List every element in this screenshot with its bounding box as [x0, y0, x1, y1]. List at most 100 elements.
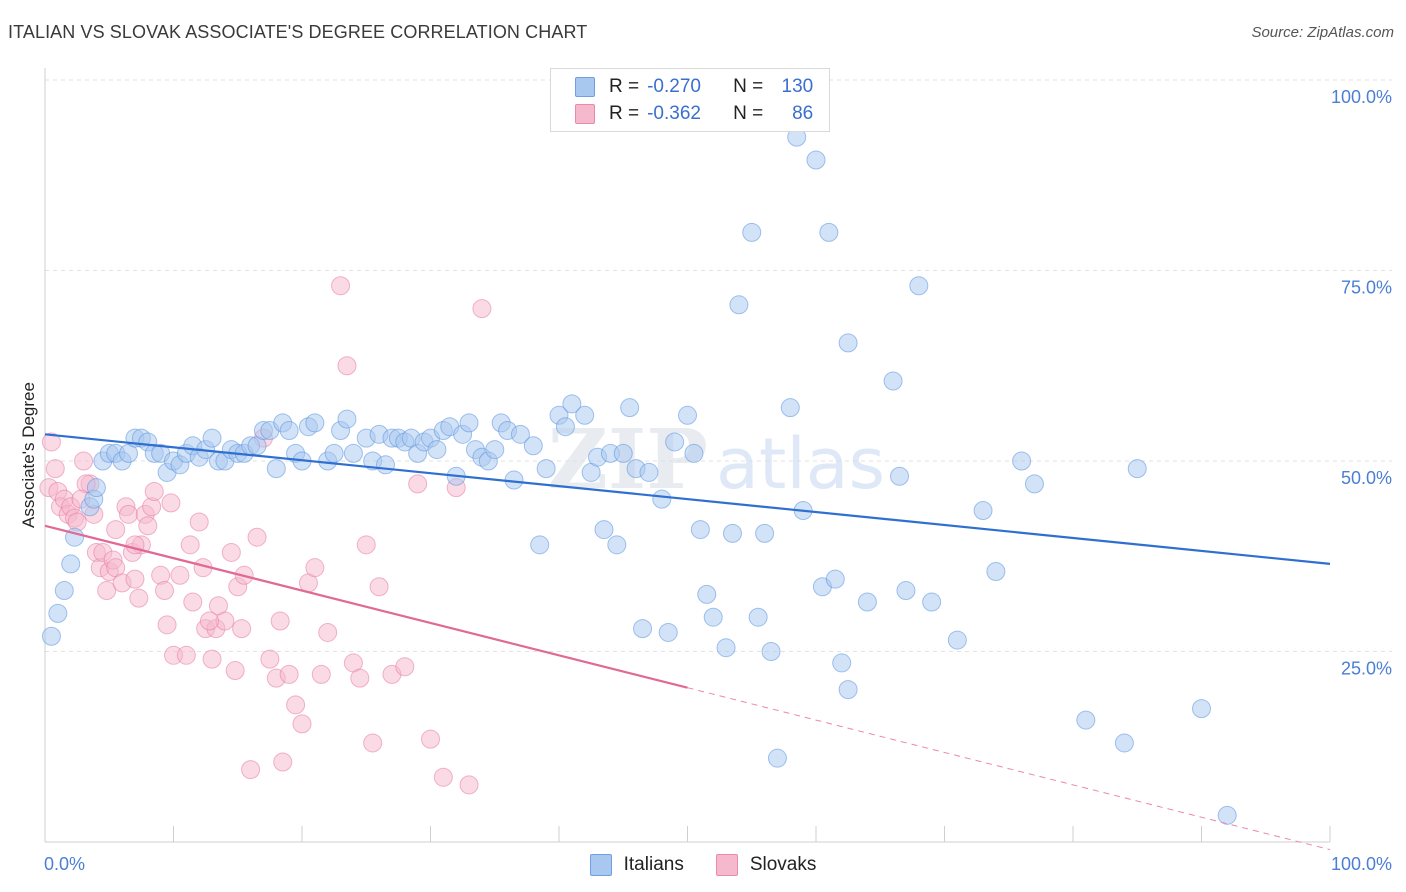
data-point — [41, 626, 61, 646]
data-point — [305, 558, 325, 578]
data-point — [138, 516, 158, 536]
data-point — [279, 421, 299, 441]
data-point — [722, 523, 742, 543]
data-point — [157, 615, 177, 635]
data-point — [202, 428, 222, 448]
data-point — [678, 405, 697, 425]
data-point — [620, 398, 640, 418]
data-point — [639, 462, 659, 482]
data-point — [510, 424, 530, 444]
data-point — [575, 405, 595, 425]
data-point — [343, 443, 363, 463]
data-point — [225, 661, 245, 681]
legend-n-label: N = — [733, 76, 764, 97]
legend-r-value: -0.270 — [647, 76, 701, 97]
data-point — [459, 413, 479, 433]
trend-line-slovaks — [44, 524, 688, 689]
data-point — [363, 733, 383, 753]
legend-row-italians: R = -0.270 N = 130 — [551, 74, 813, 100]
legend-item-italians[interactable]: Italians — [589, 854, 684, 876]
y-axis-label: Associate's Degree — [19, 382, 38, 528]
data-point — [536, 459, 556, 479]
series-slovaks — [39, 276, 492, 795]
data-point — [369, 577, 389, 597]
x-tick-labels: 0.0% 100.0% — [44, 854, 1392, 874]
data-point — [129, 588, 149, 608]
data-point — [1024, 474, 1044, 494]
data-point — [356, 535, 376, 555]
data-point — [613, 443, 633, 463]
legend-r-label: R = — [609, 76, 640, 97]
data-point — [1012, 451, 1032, 471]
data-point — [286, 695, 306, 715]
x-tick-label: 100.0% — [1331, 854, 1392, 874]
data-point — [703, 607, 723, 627]
data-point — [376, 455, 396, 475]
data-point — [54, 581, 74, 601]
data-point — [305, 413, 325, 433]
data-point — [199, 611, 219, 631]
data-point — [825, 569, 845, 589]
data-point — [1217, 805, 1237, 825]
data-point — [221, 542, 241, 562]
y-tick-label: 50.0% — [1341, 468, 1392, 488]
data-point — [857, 592, 877, 612]
data-point — [176, 645, 196, 665]
data-point — [729, 295, 749, 315]
grid-lines — [45, 79, 1392, 652]
y-tick-label: 100.0% — [1331, 87, 1392, 107]
legend-swatch-italians — [575, 77, 595, 97]
data-point — [125, 569, 145, 589]
y-tick-label: 75.0% — [1341, 278, 1392, 298]
data-point — [697, 584, 717, 604]
data-point — [761, 642, 781, 661]
data-point — [180, 535, 200, 555]
correlation-legend: R = -0.270 N = 130 R = -0.362 N = 86 — [550, 68, 830, 132]
data-point — [1127, 459, 1147, 479]
data-point — [270, 611, 290, 631]
data-point — [716, 638, 736, 658]
data-point — [292, 714, 312, 734]
data-point — [485, 440, 505, 460]
data-point — [838, 680, 858, 700]
data-point — [61, 554, 81, 574]
axes — [44, 68, 1331, 843]
data-point — [48, 603, 68, 623]
legend-r-label: R = — [609, 103, 640, 124]
data-point — [690, 520, 710, 540]
data-point — [144, 481, 164, 501]
legend-n-value: 86 — [792, 103, 814, 124]
legend-n-value: 130 — [781, 76, 814, 97]
data-point — [337, 356, 357, 376]
data-point — [555, 417, 575, 437]
data-point — [202, 649, 222, 669]
data-point — [684, 443, 704, 463]
watermark-atlas: atlas — [716, 423, 885, 505]
data-point — [806, 150, 826, 170]
data-point — [896, 581, 916, 601]
legend-swatch-italians — [589, 854, 612, 876]
data-point — [324, 443, 344, 463]
source-label: Source: ZipAtlas.com — [1251, 24, 1394, 41]
data-point — [633, 619, 653, 639]
data-point — [973, 501, 993, 521]
data-point — [819, 222, 839, 242]
data-point — [472, 299, 492, 319]
data-point — [408, 474, 428, 494]
data-point — [318, 622, 338, 642]
chart-title: ITALIAN VS SLOVAK ASSOCIATE'S DEGREE COR… — [8, 22, 588, 42]
data-point — [241, 760, 261, 780]
data-point — [767, 748, 787, 768]
data-point — [45, 459, 65, 479]
data-point — [106, 520, 126, 540]
data-point — [658, 622, 678, 642]
series-italians — [41, 127, 1237, 825]
legend-label-slovaks: Slovaks — [749, 854, 817, 875]
data-point — [421, 729, 440, 749]
data-point — [665, 432, 685, 452]
legend-item-slovaks[interactable]: Slovaks — [715, 854, 817, 876]
legend-n-label: N = — [733, 103, 764, 124]
data-point — [530, 535, 550, 555]
data-point — [755, 523, 775, 543]
